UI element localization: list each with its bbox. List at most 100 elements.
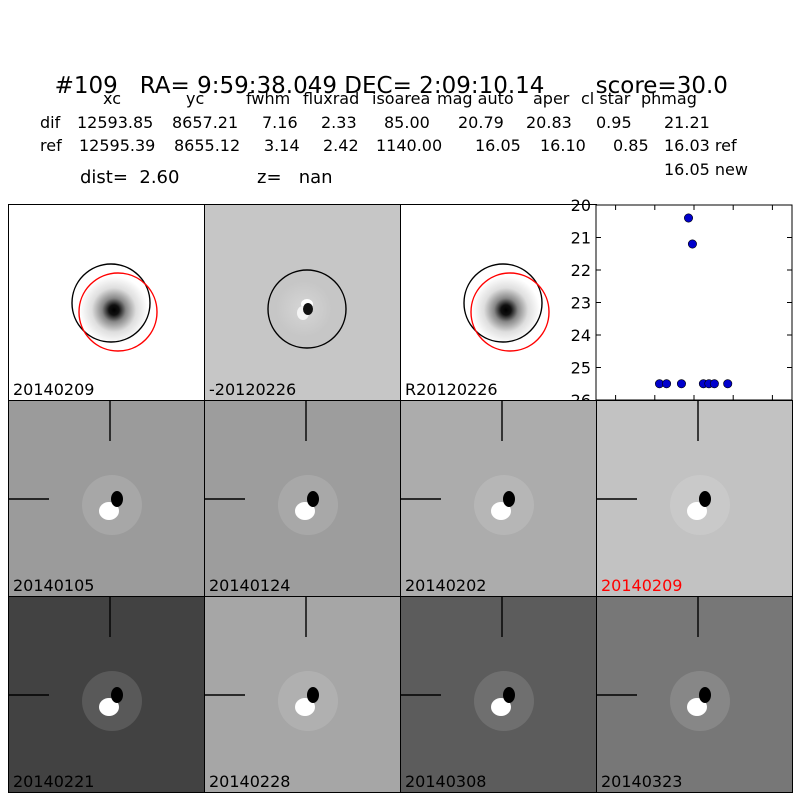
light-curve-chart: 20212223242526 −100−50050100 — [571, 196, 793, 424]
dipole-white — [491, 502, 511, 520]
star-blob — [472, 276, 540, 344]
stamp-epoch-2: 20140124 — [204, 400, 401, 597]
y-tick-label: 25 — [571, 359, 591, 378]
col-header-phmag: phmag — [641, 89, 697, 108]
data-point — [676, 379, 686, 389]
dif-aper: 20.83 — [526, 113, 572, 132]
dipole-black — [307, 687, 319, 703]
dist-value: dist= 2.60 — [80, 167, 180, 188]
dipole-black — [111, 687, 123, 703]
col-header-fluxrad: fluxrad — [303, 89, 360, 108]
candidate-ra: RA= 9:59:38.049 — [139, 73, 337, 99]
dif-mag-auto: 20.79 — [458, 113, 504, 132]
stamp-epoch-5: 20140221 — [8, 596, 205, 793]
stamp-epoch-7: 20140308 — [400, 596, 597, 793]
data-point — [709, 379, 719, 389]
stamp-epoch-label: 20140209 — [601, 576, 683, 595]
dif-isoarea: 85.00 — [384, 113, 430, 132]
dipole-black — [699, 687, 711, 703]
dipole-black — [503, 491, 515, 507]
ref-fluxrad: 2.42 — [323, 136, 359, 155]
ref-xc: 12595.39 — [79, 136, 156, 155]
data-point — [684, 213, 694, 223]
dipole-white — [687, 502, 707, 520]
y-tick-label: 23 — [571, 294, 591, 313]
dif-fwhm: 7.16 — [262, 113, 298, 132]
stamp-epoch-3: 20140202 — [400, 400, 597, 597]
dif-fluxrad: 2.33 — [321, 113, 357, 132]
dif-yc: 8657.21 — [172, 113, 239, 132]
stamp-epoch-graphic — [9, 401, 142, 535]
stamp-ref-label: R20120226 — [405, 380, 498, 399]
col-header-cl-star: cl star — [581, 89, 631, 108]
phmag-new: 16.05 new — [664, 160, 748, 179]
stamp-new-label: 20140209 — [13, 380, 95, 399]
ref-phmag: 16.03 ref — [664, 136, 737, 155]
dipole-black — [699, 491, 711, 507]
red-circle — [470, 272, 550, 352]
stamp-new-image: 20140209 — [8, 204, 205, 401]
dipole-white — [99, 698, 119, 716]
stamp-epoch-8: 20140323 — [596, 596, 793, 793]
col-header-fwhm: fwhm — [246, 89, 291, 108]
stamp-diff-graphic — [267, 269, 347, 349]
col-header-isoarea: isoarea — [372, 89, 431, 108]
ref-aper: 16.10 — [540, 136, 586, 155]
row-label-ref: ref — [40, 136, 62, 155]
candidate-score: score=30.0 — [595, 73, 728, 99]
stamp-diff-image: -20120226 — [204, 204, 401, 401]
candidate-id: #109 — [54, 73, 118, 99]
stamp-epoch-graphic — [597, 401, 730, 535]
col-header-yc: yc — [186, 89, 205, 108]
red-circle — [78, 272, 158, 352]
data-point — [687, 239, 697, 249]
black-circle — [463, 263, 543, 343]
stamp-epoch-graphic — [205, 597, 338, 731]
dipole-white — [491, 698, 511, 716]
ref-isoarea: 1140.00 — [376, 136, 443, 155]
dipole-white — [295, 502, 315, 520]
dif-xc: 12593.85 — [77, 113, 154, 132]
chart-plot-area — [595, 204, 793, 401]
stamp-epoch-label: 20140124 — [209, 576, 291, 595]
stamp-epoch-graphic — [597, 597, 730, 731]
stamp-epoch-label: 20140228 — [209, 772, 291, 791]
y-tick-label: 20 — [571, 196, 591, 215]
y-tick-label: 21 — [571, 229, 591, 248]
redshift-value: z= nan — [257, 167, 333, 188]
stamp-epoch-graphic — [9, 597, 142, 731]
stamp-epoch-label: 20140308 — [405, 772, 487, 791]
dif-cl-star: 0.95 — [596, 113, 632, 132]
stamp-epoch-graphic — [401, 401, 534, 535]
dipole-white — [687, 698, 707, 716]
stamp-epoch-graphic — [401, 597, 534, 731]
candidate-title: #109 RA= 9:59:38.049 DEC= 2:09:10.14 sco… — [40, 41, 728, 101]
stamp-new-graphic — [71, 263, 158, 352]
stamp-diff-label: -20120226 — [209, 380, 297, 399]
dipole-black — [307, 491, 319, 507]
candidate-dec: DEC= 2:09:10.14 — [344, 73, 545, 99]
row-label-dif: dif — [40, 113, 61, 132]
col-header-aper: aper — [533, 89, 570, 108]
y-tick-label: 24 — [571, 326, 591, 345]
dif-phmag: 21.21 — [664, 113, 710, 132]
data-point — [662, 379, 672, 389]
ref-cl-star: 0.85 — [613, 136, 649, 155]
star-blob — [80, 276, 148, 344]
col-header-xc: xc — [103, 89, 121, 108]
black-circle — [71, 263, 151, 343]
ref-yc: 8655.12 — [174, 136, 241, 155]
stamp-epoch-1: 20140105 — [8, 400, 205, 597]
data-point — [723, 379, 733, 389]
stamp-epoch-label: 20140202 — [405, 576, 487, 595]
black-circle — [267, 269, 347, 349]
stamp-epoch-6: 20140228 — [204, 596, 401, 793]
stamp-epoch-graphic — [205, 401, 338, 535]
col-header-mag-auto: mag auto — [437, 89, 514, 108]
dipole-white — [99, 502, 119, 520]
stamp-epoch-label: 20140105 — [13, 576, 95, 595]
ref-fwhm: 3.14 — [264, 136, 300, 155]
stamp-ref-graphic — [463, 263, 550, 352]
stamp-epoch-4: 20140209 — [596, 400, 793, 597]
y-tick-label: 22 — [571, 261, 591, 280]
